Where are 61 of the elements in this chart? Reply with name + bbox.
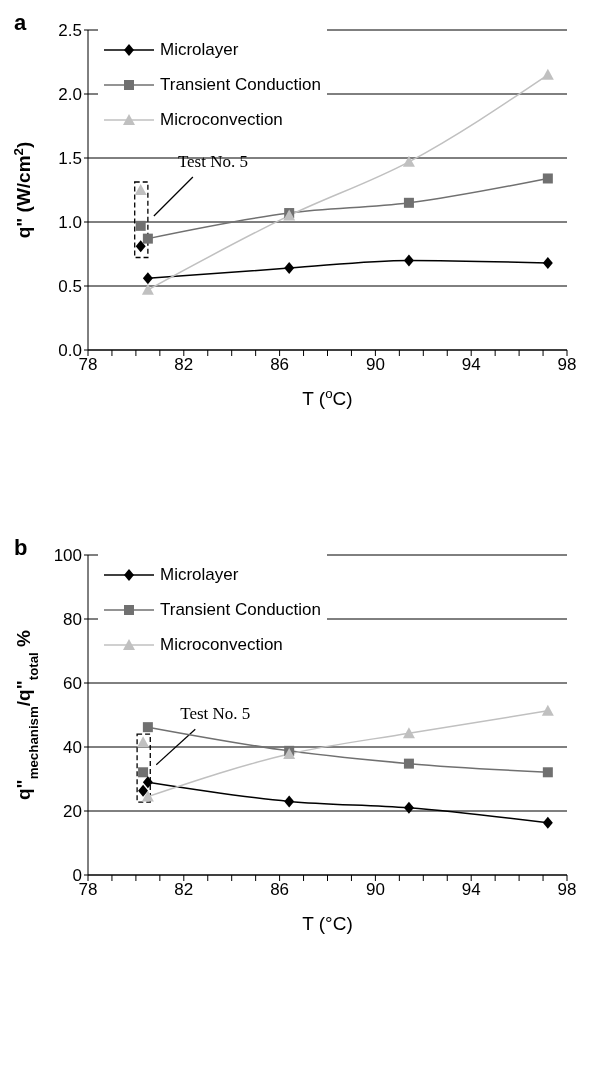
legend-label: Microconvection [160,109,283,130]
point [141,790,154,802]
point [542,256,553,269]
x-tick-label: 90 [365,355,385,375]
annotation: Test No. 5 [180,704,251,724]
point [283,748,296,760]
y-tick-label: 1.0 [58,213,82,233]
y-tick-label: 0.5 [58,277,82,297]
x-tick-label: 86 [270,355,290,375]
point [142,233,153,244]
y-tick-label: 100 [53,546,82,566]
point [138,784,149,797]
legend-label: Transient Conduction [160,599,321,620]
x-axis-title: T (°C) [302,913,353,934]
point [284,262,295,275]
legend-label: Microlayer [160,39,239,60]
point [142,776,153,789]
y-tick-label: 40 [63,738,82,758]
point [135,220,146,231]
legend-label: Microconvection [160,634,283,655]
point [542,767,553,778]
point [403,197,414,208]
point [403,254,414,267]
point [402,727,415,739]
y-tick-label: 60 [63,674,82,694]
point [541,68,554,80]
point [142,722,153,733]
point [542,816,553,829]
point [142,272,153,285]
y-tick-label: 1.5 [58,149,82,169]
x-axis-title: T ($^{o}$C) [302,385,353,409]
y-tick-label: 2.5 [58,21,82,41]
point [135,240,146,253]
x-tick-label: 94 [461,355,481,375]
y-tick-label: 80 [63,610,82,630]
point [137,736,150,748]
x-tick-label: 98 [557,880,577,900]
x-tick-label: 86 [270,880,290,900]
point [138,767,149,778]
point [284,795,295,808]
x-tick-label: 82 [174,880,194,900]
x-tick-label: 98 [557,355,577,375]
point [141,283,154,295]
point [541,704,554,716]
x-tick-label: 78 [78,880,98,900]
point [542,173,553,184]
legend-label: Microlayer [160,564,239,585]
legend-label: Transient Conduction [160,74,321,95]
x-tick-label: 82 [174,355,194,375]
y-tick-label: 20 [63,802,82,822]
chart-title: a [14,10,27,36]
point [402,155,415,167]
x-tick-label: 90 [365,880,385,900]
y-tick-label: 2.0 [58,85,82,105]
point [134,184,147,195]
annotation: Test No. 5 [177,152,248,171]
chart-title: b [14,535,28,561]
point [403,801,414,814]
point [403,758,414,769]
x-tick-label: 78 [78,355,98,375]
x-tick-label: 94 [461,880,481,900]
